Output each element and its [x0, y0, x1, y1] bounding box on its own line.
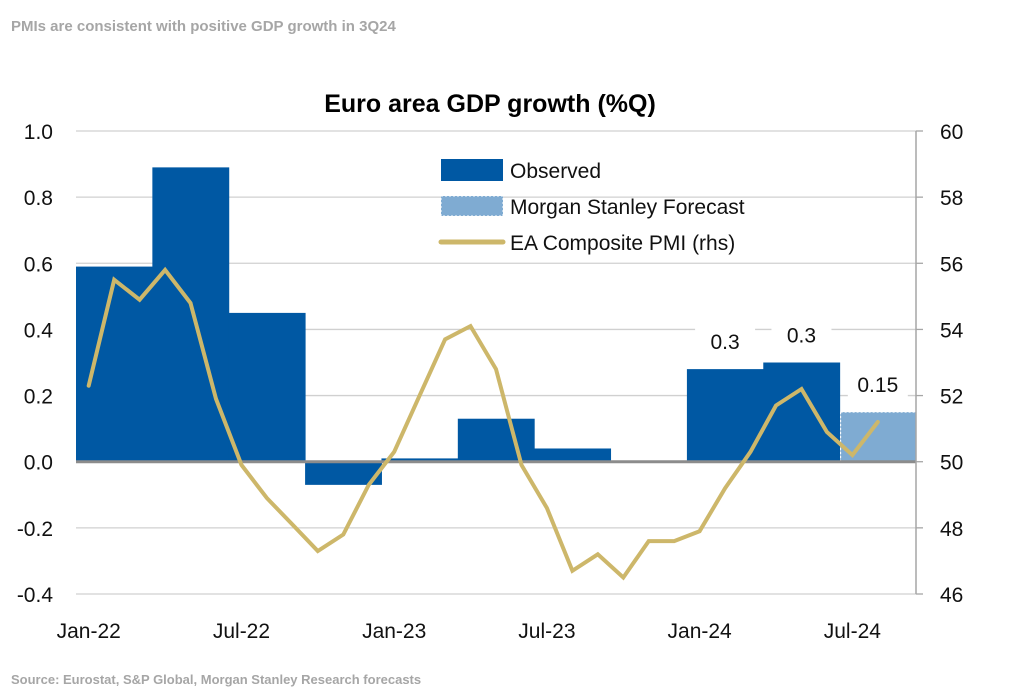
y-tick-label-left: 0.2 [24, 386, 53, 409]
bar-observed [228, 312, 306, 462]
y-tick-label-right: 60 [940, 121, 963, 144]
y-tick-label-left: -0.2 [17, 518, 53, 541]
x-tick-label: Jul-22 [213, 620, 270, 643]
x-tick-label: Jan-23 [362, 620, 426, 643]
legend-swatch-forecast [440, 195, 504, 217]
data-label: 0.3 [710, 331, 739, 354]
y-tick-label-right: 54 [940, 319, 964, 342]
bar-observed [152, 167, 230, 462]
data-label-bg [695, 327, 756, 356]
data-label: 0.15 [857, 374, 898, 397]
bar-observed [534, 448, 612, 462]
y-tick-label-left: 0.0 [24, 452, 53, 475]
y-tick-label-right: 48 [940, 518, 963, 541]
pmi-line [86, 266, 880, 581]
bar-observed [305, 461, 382, 485]
x-tick-label: Jul-24 [824, 620, 882, 643]
data-label-bg [847, 370, 908, 399]
bar-observed [686, 369, 764, 462]
y-tick-label-right: 58 [940, 187, 963, 210]
legend-swatch-observed [441, 159, 503, 181]
y-tick-label-right: 56 [940, 253, 963, 276]
legend-label-pmi: EA Composite PMI (rhs) [510, 232, 735, 255]
axes: 1.0 0.8 0.6 0.4 0.2 0.0 -0.2 -0.4 60 58 56 54 52 50 48… [17, 121, 964, 643]
bars [76, 167, 917, 485]
bar-observed [763, 362, 841, 462]
y-tick-label-left: -0.4 [17, 584, 54, 607]
chart-title: Euro area GDP growth (%Q) [324, 90, 656, 118]
y-tick-label-right: 50 [940, 452, 963, 475]
data-labels: 0.3 0.3 0.15 [695, 320, 908, 399]
y-tick-label-left: 0.6 [24, 253, 53, 276]
y-tick-label-left: 1.0 [24, 121, 53, 144]
legend: Observed Morgan Stanley Forecast EA Comp… [438, 159, 745, 255]
bar-observed [457, 418, 535, 462]
y-tick-label-right: 46 [940, 584, 963, 607]
y-tick-label-left: 0.8 [24, 187, 53, 210]
x-tick-label: Jan-24 [668, 620, 733, 643]
y-tick-label-left: 0.4 [24, 319, 54, 342]
bar-observed [381, 458, 459, 462]
x-tick-label: Jan-22 [57, 620, 121, 643]
pmi-line-group [86, 266, 880, 581]
source-note: Source: Eurostat, S&P Global, Morgan Sta… [11, 672, 422, 687]
legend-label-forecast: Morgan Stanley Forecast [510, 196, 745, 219]
data-label: 0.3 [787, 325, 816, 348]
legend-label-observed: Observed [510, 160, 601, 183]
y-tick-label-right: 52 [940, 386, 963, 409]
data-label-bg [771, 320, 832, 349]
chart-subtitle: PMIs are consistent with positive GDP gr… [11, 18, 396, 35]
x-tick-label: Jul-23 [518, 620, 575, 643]
